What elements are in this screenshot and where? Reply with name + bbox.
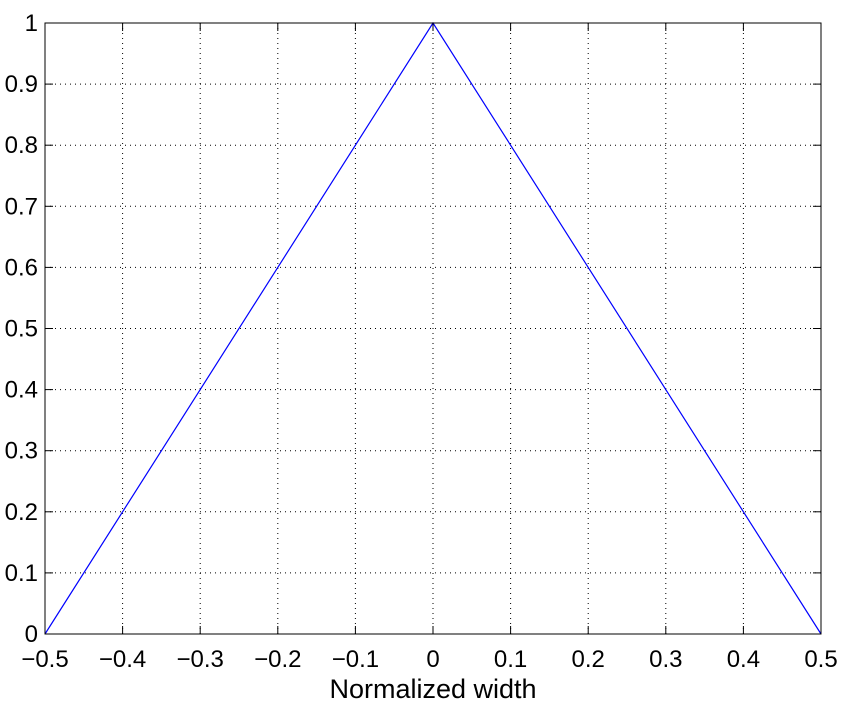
x-axis-label: Normalized width bbox=[329, 674, 536, 704]
x-tick-label: −0.3 bbox=[177, 646, 224, 673]
x-tick-label: 0.1 bbox=[494, 646, 527, 673]
y-tick-label: 0.2 bbox=[5, 499, 38, 526]
grid bbox=[45, 23, 821, 634]
x-tick-label: −0.2 bbox=[254, 646, 301, 673]
y-tick-label: 0.6 bbox=[5, 254, 38, 281]
y-tick-label: 0.8 bbox=[5, 132, 38, 159]
y-tick-label: 0.9 bbox=[5, 71, 38, 98]
x-tick-label: 0.5 bbox=[804, 646, 837, 673]
y-tick-label: 0.5 bbox=[5, 316, 38, 343]
tick-marks bbox=[44, 22, 822, 635]
y-tick-label: 0.3 bbox=[5, 438, 38, 465]
y-tick-label: 0 bbox=[25, 621, 38, 648]
x-tick-label: 0.2 bbox=[572, 646, 605, 673]
y-tick-label: 0.7 bbox=[5, 193, 38, 220]
y-tick-labels: 0 0.1 0.2 0.3 0.4 0.5 0.6 0.7 0.8 0.9 1 bbox=[5, 10, 38, 648]
y-tick-label: 0.1 bbox=[5, 560, 38, 587]
x-tick-label: 0.4 bbox=[727, 646, 760, 673]
y-tick-label: 1 bbox=[25, 10, 38, 37]
x-tick-labels: −0.5 −0.4 −0.3 −0.2 −0.1 0 0.1 0.2 0.3 0.4 0.5 bbox=[21, 646, 837, 673]
x-tick-label: −0.5 bbox=[21, 646, 68, 673]
x-tick-label: 0.3 bbox=[649, 646, 682, 673]
x-tick-label: 0 bbox=[426, 646, 439, 673]
x-tick-label: −0.4 bbox=[99, 646, 146, 673]
x-tick-label: −0.1 bbox=[332, 646, 379, 673]
y-tick-label: 0.4 bbox=[5, 377, 38, 404]
